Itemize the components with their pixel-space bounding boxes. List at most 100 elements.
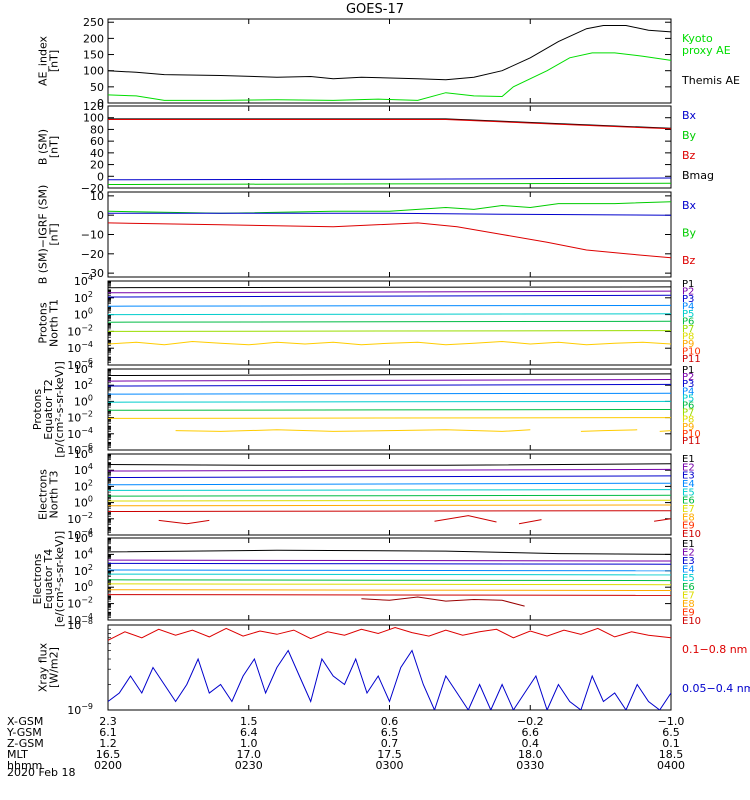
legend-entry: Bx	[682, 199, 697, 212]
y-tick-exponent: 4	[88, 462, 93, 471]
y-tick-label: −20	[81, 248, 104, 261]
y-tick-label: 10	[90, 190, 104, 203]
series-by	[108, 201, 671, 214]
series-kyoto-proxy-ae	[108, 52, 671, 101]
legend-entry: P5	[682, 393, 694, 404]
legend-entry: P9	[682, 339, 694, 350]
y-axis-label: [nT]	[48, 136, 61, 158]
series-e2	[108, 468, 671, 472]
ephemeris-row-label: X-GSM	[7, 715, 43, 728]
panel-frame	[107, 537, 672, 621]
ephemeris-value: 0200	[94, 759, 122, 772]
series-p6	[108, 409, 671, 411]
y-tick-label: 104	[74, 273, 93, 288]
ephemeris-row-label: MLT	[7, 748, 28, 761]
series-e4	[108, 482, 671, 486]
ephemeris-value: 17.0	[237, 748, 262, 761]
legend-entry: 0.1−0.8 nm	[682, 643, 747, 656]
series-e8	[108, 589, 671, 591]
legend-entry: Bz	[682, 149, 696, 162]
series-0-1-0-8-nm	[108, 626, 671, 641]
y-tick-label: 100	[74, 579, 93, 594]
legend-entry: E5	[682, 573, 695, 584]
panel-frame	[107, 624, 672, 711]
y-tick-label: 100	[74, 495, 93, 510]
legend-entry: E9	[682, 607, 695, 618]
series-bmag	[108, 118, 671, 129]
ephemeris-value: 6.5	[662, 726, 680, 739]
legend-entry: P4	[682, 386, 694, 397]
y-tick-label: 250	[83, 16, 104, 29]
series-p5	[108, 400, 671, 403]
y-tick-exponent: −6	[81, 442, 93, 451]
series-p8a	[175, 429, 531, 432]
series-p8b	[580, 429, 638, 432]
ephemeris-value: 0.7	[381, 737, 399, 750]
y-tick-label: 50	[90, 81, 104, 94]
legend-entry: P11	[682, 436, 701, 447]
ephemeris-value: 0.1	[662, 737, 680, 750]
y-tick-label: 0	[97, 170, 104, 183]
y-tick-label: 100	[74, 307, 93, 322]
y-axis-label: Equator T4	[42, 549, 55, 609]
legend-entry: 0.05−0.4 nm	[682, 682, 750, 695]
legend-entry: E8	[682, 512, 695, 523]
series-e7	[108, 583, 671, 586]
y-tick-exponent: 2	[88, 563, 93, 572]
ephemeris-value: 2.3	[99, 715, 117, 728]
ephemeris-value: −1.0	[658, 715, 685, 728]
series-e5	[108, 489, 671, 491]
chart-date: 2020 Feb 18	[7, 766, 75, 779]
legend-entry: P4	[682, 302, 694, 313]
ephemeris-value: 1.5	[240, 715, 258, 728]
y-tick-label: 0	[97, 209, 104, 222]
y-tick-label: −20	[81, 182, 104, 195]
ephemeris-value: 0.6	[381, 715, 399, 728]
legend-entry: E3	[682, 471, 695, 482]
series-e3	[108, 562, 671, 565]
y-tick-label: 10−2	[67, 410, 93, 425]
ephemeris-value: 6.1	[99, 726, 117, 739]
legend-entry: Bx	[682, 109, 697, 122]
series-p7	[108, 417, 671, 419]
y-axis-label: [e/(cm²-s-sr-keV)]	[53, 531, 66, 627]
legend-entry: P7	[682, 324, 694, 335]
legend-entry: P3	[682, 294, 694, 305]
legend-entry: Bz	[682, 254, 696, 267]
legend-entry: E10	[682, 616, 701, 627]
panel-bigrf: −30 −20 −10 0 10 B (SM)−IGRF (SM)[nT] Bx By Bz	[37, 185, 697, 285]
legend-entry: E5	[682, 487, 695, 498]
y-tick-label: 20	[90, 159, 104, 172]
y-tick-exponent: 4	[88, 273, 93, 282]
y-tick-label: 200	[83, 32, 104, 45]
series-p2	[108, 290, 671, 294]
y-tick-exponent: −2	[81, 410, 93, 419]
legend-entry: P5	[682, 309, 694, 320]
ephemeris-row-label: Y-GSM	[6, 726, 42, 739]
y-tick-exponent: −6	[81, 357, 93, 366]
legend-entry: P9	[682, 422, 694, 433]
series-e3	[108, 475, 671, 478]
ephemeris-value: 17.5	[377, 748, 402, 761]
series-e10	[361, 596, 525, 607]
y-tick-label: 10−4	[67, 426, 93, 441]
series-e1	[108, 549, 671, 555]
legend-entry: P7	[682, 408, 694, 419]
y-tick-label: 102	[74, 563, 93, 578]
series-bx	[108, 177, 671, 181]
legend-entry: P1	[682, 279, 694, 290]
ephemeris-value: 18.5	[659, 748, 684, 761]
ephemeris-value: 0330	[516, 759, 544, 772]
y-tick-label: 106	[74, 446, 93, 461]
y-tick-exponent: 0	[88, 579, 93, 588]
series-p6	[108, 320, 671, 323]
series-by	[108, 182, 671, 185]
legend-entry: P8	[682, 415, 694, 426]
series-p7	[108, 330, 671, 332]
y-tick-label: 106	[74, 530, 93, 545]
